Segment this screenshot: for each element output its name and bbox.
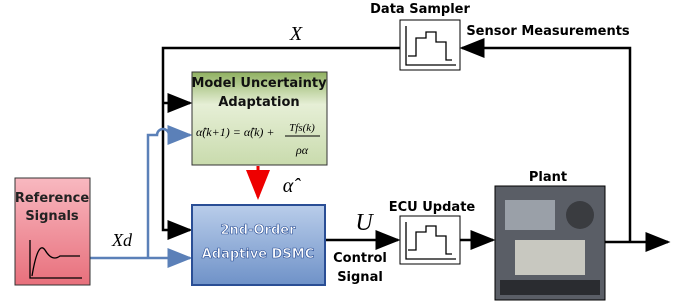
node-label: 2nd-Order (221, 223, 297, 238)
node-label: Data Sampler (370, 2, 470, 17)
formula-denominator: ρα (295, 143, 309, 157)
edge-label: X (289, 23, 303, 45)
xd-model-arrow (148, 129, 190, 258)
sampler-box (400, 20, 460, 70)
node-label: Adaptive DSMC (202, 247, 315, 262)
node-label: Signals (25, 209, 79, 224)
edge-label: Signal (337, 270, 383, 285)
ecu-box (400, 216, 460, 264)
edge-label: α̂ (283, 175, 301, 197)
formula-numerator: Tfs(k) (289, 122, 315, 134)
node-label: Reference (15, 191, 89, 206)
edge-label: Sensor Measurements (466, 24, 630, 39)
node-label: Plant (529, 170, 567, 185)
engine-shapes (500, 200, 600, 295)
diagram: Reference Signals Model Uncertainty Adap… (0, 0, 683, 303)
node-label: ECU Update (389, 200, 476, 215)
node-label: Adaptation (218, 95, 299, 110)
node-label: Model Uncertainty (191, 76, 327, 91)
dsmc-box (192, 205, 325, 285)
edge-label: Xd (111, 230, 133, 250)
edge-label: U (355, 210, 374, 236)
edge-label: Control (333, 251, 387, 266)
formula: α̂(k+1) = α̂(k) + (196, 125, 275, 139)
